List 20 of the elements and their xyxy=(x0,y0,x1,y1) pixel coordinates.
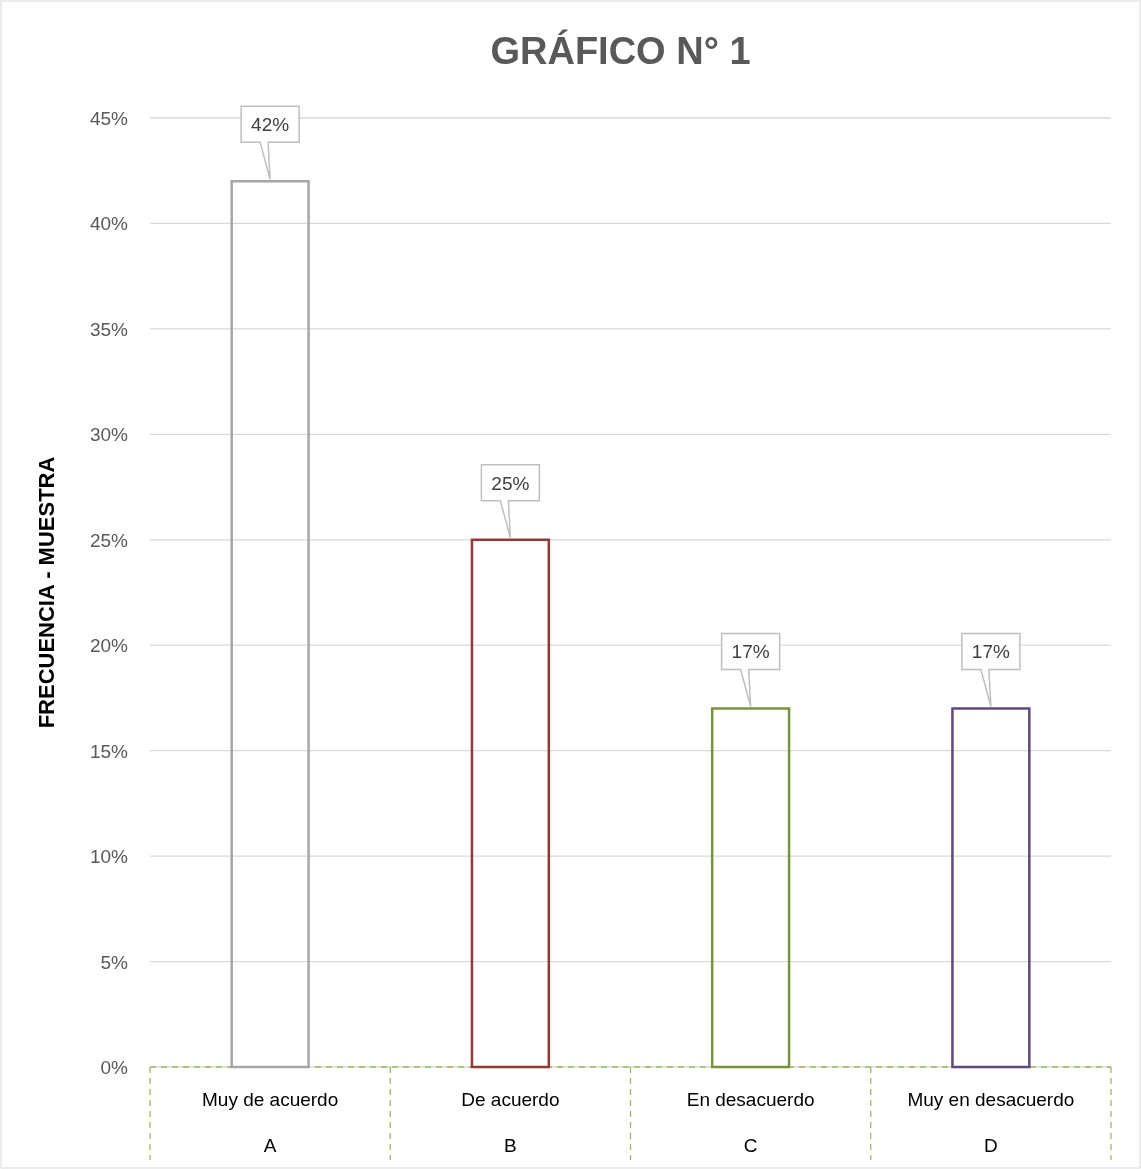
data-label: 17% xyxy=(731,641,770,663)
y-tick-label: 10% xyxy=(89,846,129,868)
y-tick-label: 30% xyxy=(89,424,129,446)
y-tick-label: 0% xyxy=(100,1057,129,1078)
chart-title: GRÁFICO N° 1 xyxy=(490,29,751,72)
category-label: De acuerdo B xyxy=(461,1089,560,1156)
category-label: Muy en desacuerdo D xyxy=(907,1089,1075,1156)
category-label: Muy de acuerdo A xyxy=(202,1089,339,1156)
y-tick-label: 35% xyxy=(89,318,129,340)
category-label: En desacuerdo C xyxy=(686,1089,815,1156)
y-tick-label: 5% xyxy=(100,951,129,973)
data-label: 42% xyxy=(251,114,290,136)
y-tick-label: 45% xyxy=(89,108,129,129)
y-tick-label: 15% xyxy=(89,740,129,762)
data-label: 25% xyxy=(491,472,530,494)
y-tick-label: 40% xyxy=(89,213,129,235)
data-label: 17% xyxy=(971,641,1010,663)
y-axis-title: FRECUENCIA - MUESTRA xyxy=(34,456,59,729)
y-tick-label: 20% xyxy=(89,635,129,657)
y-tick-label: 25% xyxy=(89,529,129,551)
